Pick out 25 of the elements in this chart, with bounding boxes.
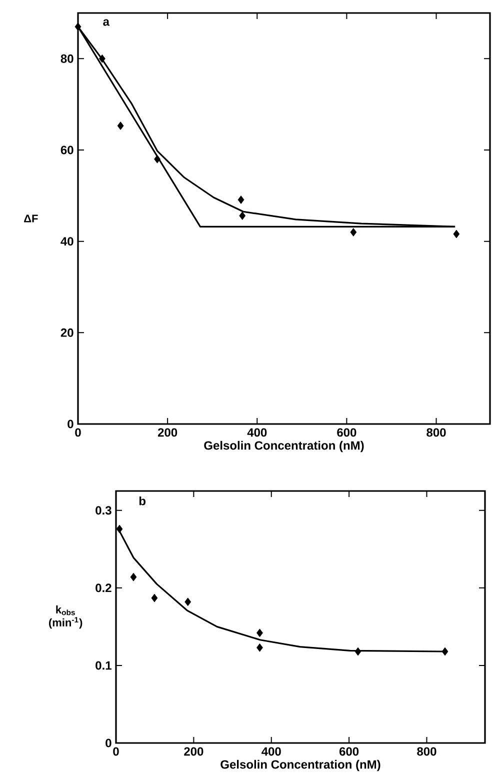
y-axis-title: k$_{obs}$ (min$^{-1}$) — [49, 605, 82, 629]
y-tick-label: 0.1 — [96, 661, 112, 670]
y-tick-label: 40 — [60, 237, 74, 246]
x-tick-label: 600 — [337, 428, 356, 437]
x-tick-label: 0 — [113, 747, 119, 756]
x-tick-label: 400 — [262, 747, 281, 756]
y-tick-label: 60 — [60, 146, 74, 154]
x-tick-label: 200 — [158, 428, 178, 437]
y-tick-label: 0 — [68, 420, 74, 428]
y-tick-label: 0.3 — [96, 506, 112, 515]
x-tick-label: 800 — [417, 747, 436, 756]
annotation: a — [103, 19, 110, 26]
x-tick-label: 800 — [426, 428, 446, 437]
x-axis-title: Gelsolin Concentration (nM) — [204, 440, 364, 452]
y-tick-label: 20 — [60, 328, 74, 337]
y-axis-title: ΔF — [24, 214, 38, 222]
x-tick-label: 0 — [75, 428, 81, 437]
x-axis-title: Gelsolin Concentration (nM) — [220, 760, 380, 772]
y-tick-label: 0 — [106, 738, 112, 748]
x-tick-label: 600 — [339, 747, 359, 756]
x-tick-label: 400 — [247, 428, 267, 437]
y-tick-label: 0.2 — [96, 584, 112, 592]
annotation: b — [139, 496, 146, 506]
y-tick-label: 80 — [60, 54, 74, 63]
x-tick-label: 200 — [184, 747, 204, 756]
